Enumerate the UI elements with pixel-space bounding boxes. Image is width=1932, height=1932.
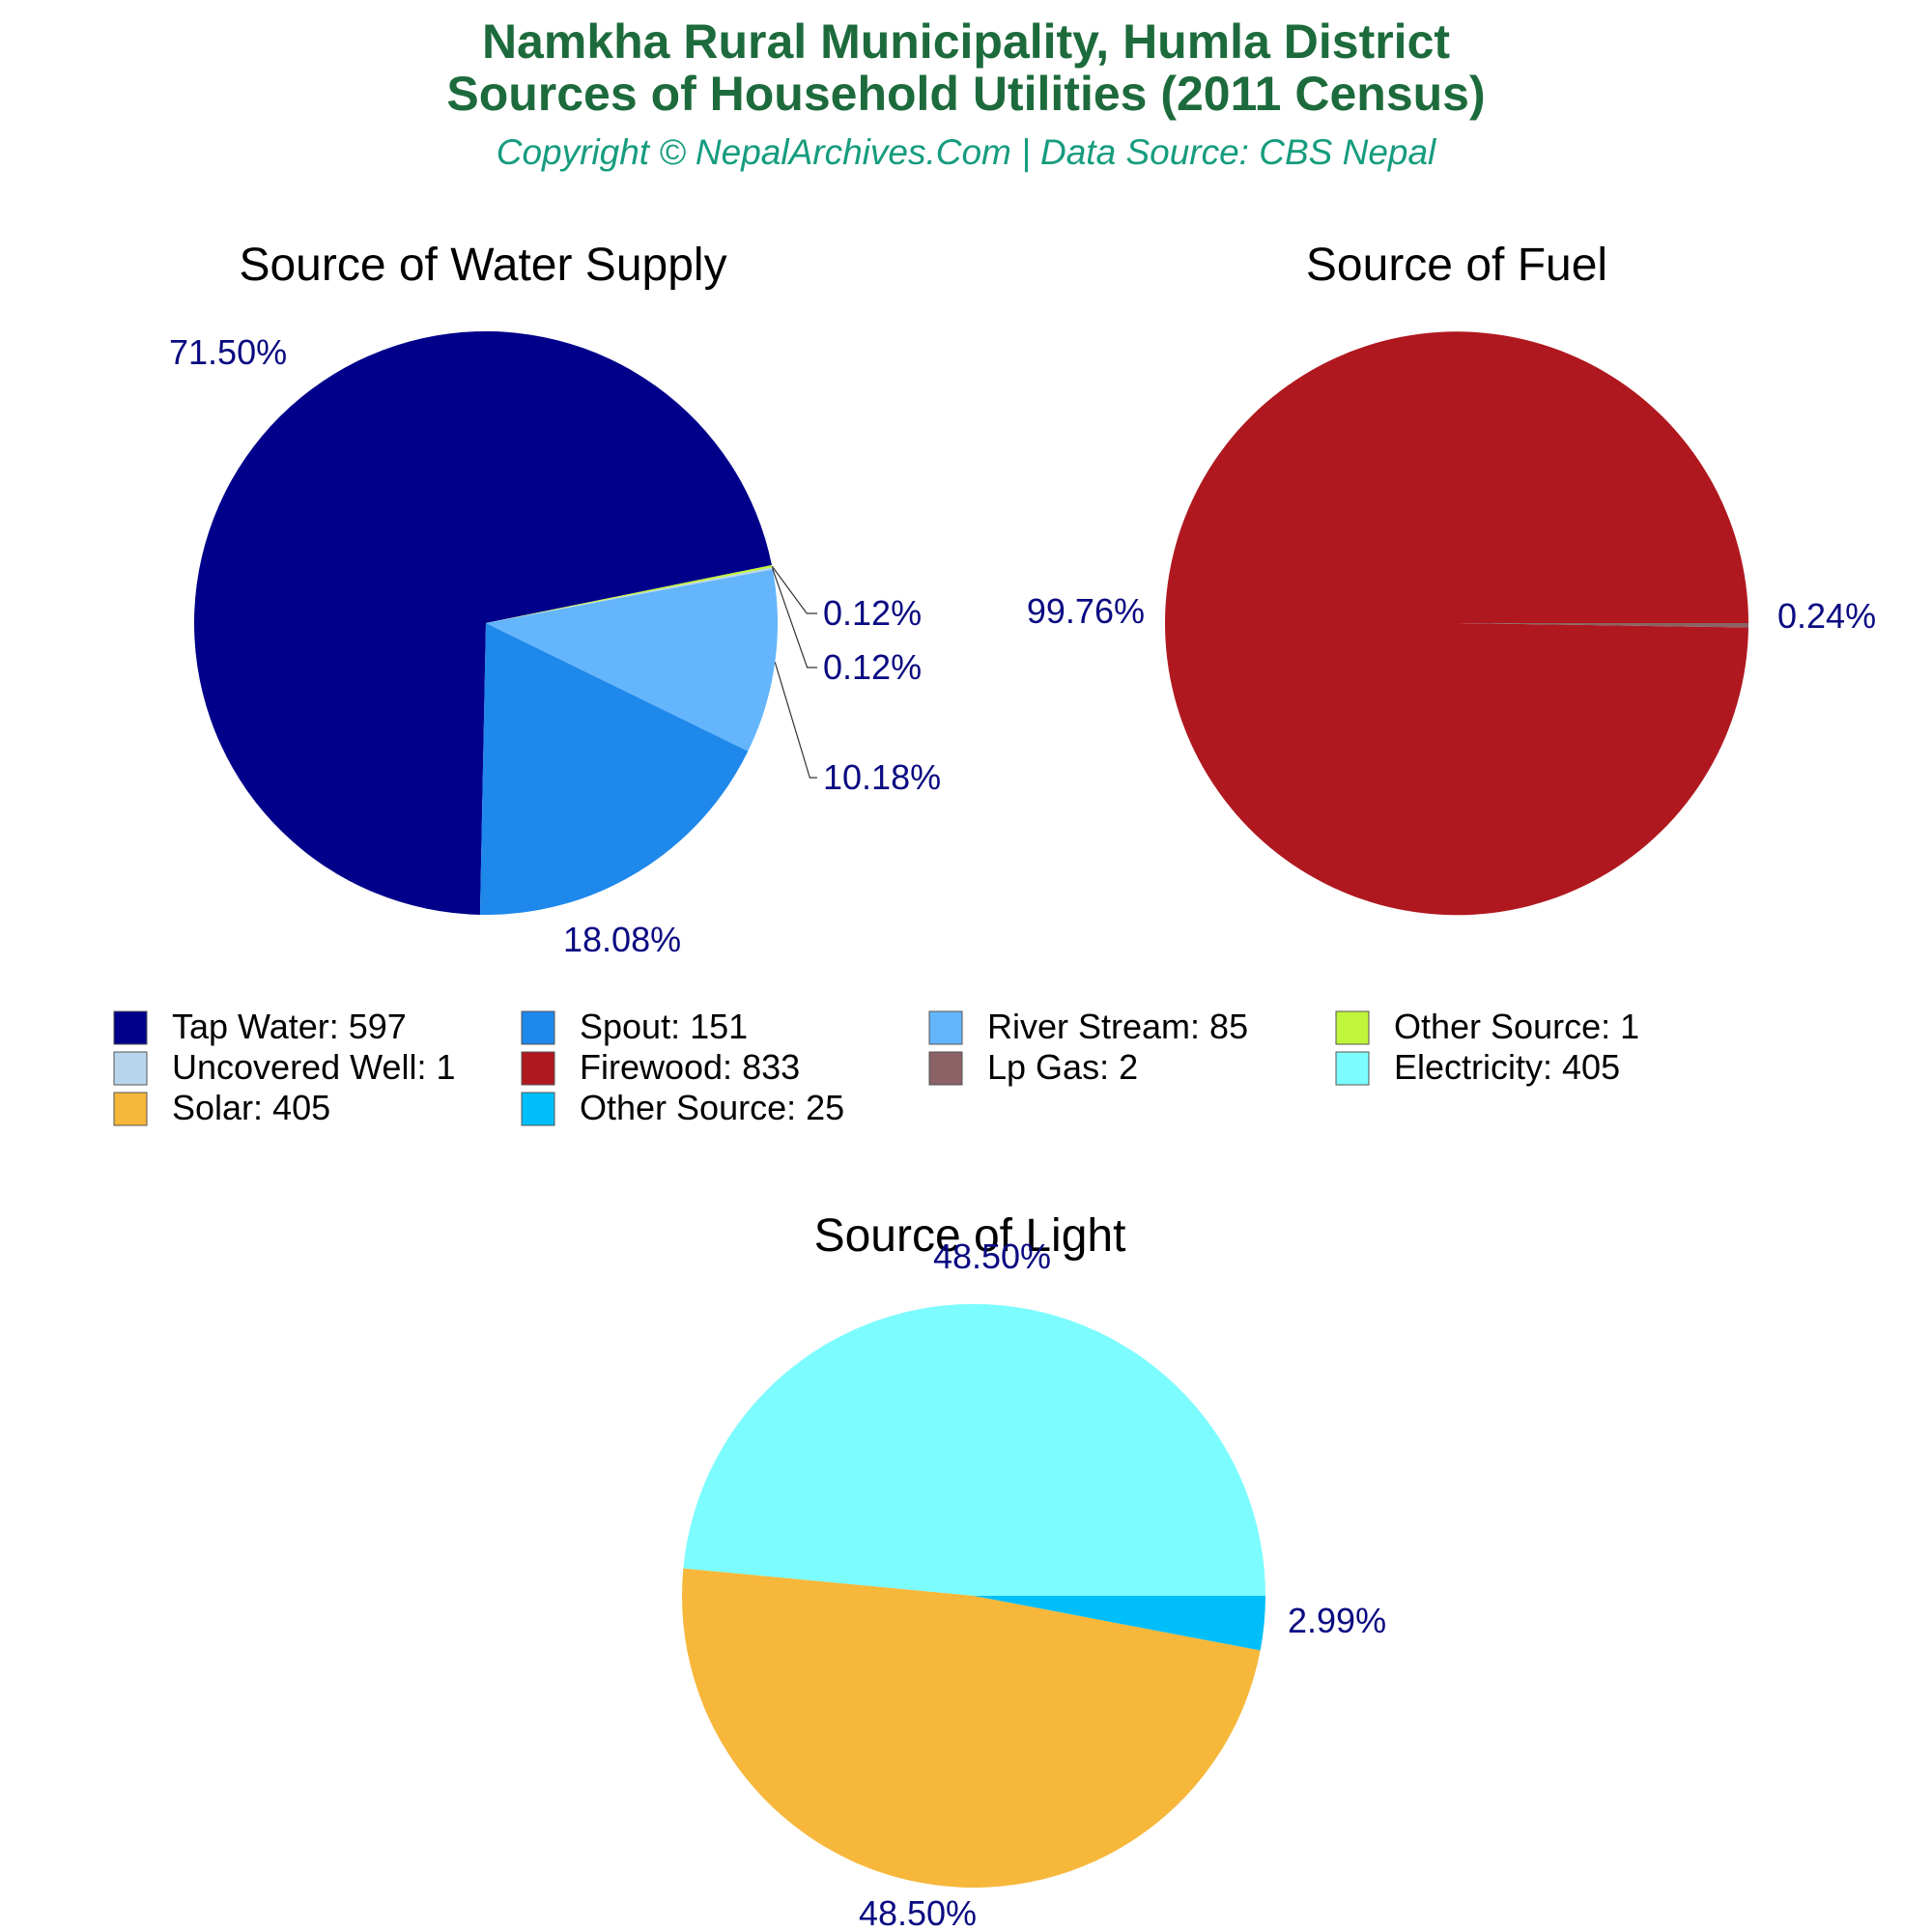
leader-line [772,568,817,668]
light-title: Source of Light [814,1210,1126,1262]
percent-label-river-stream: 10.18% [823,757,941,797]
legend-swatch [928,1010,963,1045]
legend-swatch [521,1051,555,1086]
legend-label: Solar: 405 [172,1088,330,1127]
leader-line [774,662,817,779]
legend-label: Electricity: 405 [1394,1047,1620,1087]
legend-swatch [1335,1010,1370,1045]
legend-label: Spout: 151 [580,1007,748,1046]
pie-slice-lp-gas [1457,623,1749,628]
legend: Tap Water: 597 Spout: 151 River Stream: 85… [113,1007,1639,1127]
water-supply-pie: Source of Water Supply 71.50% 18.08% 10.18… [169,240,941,959]
legend-label: River Stream: 85 [987,1007,1248,1046]
legend-swatch [113,1051,148,1086]
percent-label-tap-water: 71.50% [169,332,287,372]
fuel-pie: Source of Fuel 99.76% 0.24% [1027,240,1876,916]
percent-label-firewood: 99.76% [1027,591,1145,631]
fuel-title: Source of Fuel [1306,240,1607,291]
chart-title-line1: Namkha Rural Municipality, Humla Distric… [482,14,1450,69]
pie-slice-other-source [486,565,773,623]
legend-label: Other Source: 1 [1394,1007,1639,1046]
legend-label: Firewood: 833 [580,1047,800,1087]
percent-label-solar: 48.50% [859,1893,977,1932]
legend-label: Other Source: 25 [580,1088,844,1127]
percent-label-electricity: 48.50% [933,1236,1051,1276]
chart-subtitle: Copyright © NepalArchives.Com | Data Sou… [497,132,1437,172]
pie-slice-firewood [1165,331,1748,916]
chart-title-line2: Sources of Household Utilities (2011 Cen… [446,67,1485,121]
percent-label-other-source: 0.12% [823,593,922,633]
pie-slice-solar [681,1568,1261,1889]
pie-slice-other-source [974,1596,1265,1651]
legend-swatch [928,1051,963,1086]
pie-slice-spout [479,623,749,916]
legend-label: Tap Water: 597 [172,1007,407,1046]
legend-label: Uncovered Well: 1 [172,1047,455,1087]
legend-swatch [113,1092,148,1126]
pie-slice-tap-water [194,331,772,915]
water-supply-title: Source of Water Supply [239,240,726,291]
percent-label-spout: 18.08% [563,920,681,959]
pie-slice-electricity [683,1303,1265,1596]
percent-label-other-source: 2.99% [1288,1601,1386,1640]
leader-line [771,565,817,614]
percent-label-uncovered-well: 0.12% [823,647,922,687]
legend-swatch [521,1092,555,1126]
light-pie: Source of Light 48.50% 48.50% 2.99% [681,1210,1386,1932]
pie-slice-river-stream [486,569,778,752]
legend-label: Lp Gas: 2 [987,1047,1138,1087]
pie-slice-uncovered-well [486,567,773,623]
legend-swatch [521,1010,555,1045]
percent-label-lp-gas: 0.24% [1777,596,1876,636]
legend-swatch [1335,1051,1370,1086]
legend-swatch [113,1010,148,1045]
